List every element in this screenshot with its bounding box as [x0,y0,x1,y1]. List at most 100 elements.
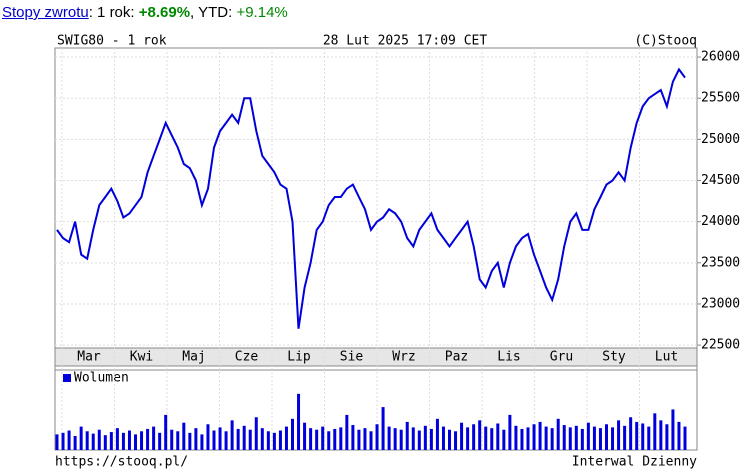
volume-bar [387,426,391,450]
volume-bar [472,424,476,450]
volume-bar [532,424,536,450]
volume-bar [423,425,427,450]
x-tick-label: Maj [182,350,205,365]
volume-bar [544,426,548,450]
y-tick-label: 23000 [701,296,740,311]
volume-bar [538,421,542,450]
volume-bar [176,431,180,450]
volume-bar [677,421,681,450]
volume-bar [568,427,572,450]
volume-bar [206,424,210,450]
volume-bar [490,428,494,450]
header: Stopy zwrotu: 1 rok: +8.69%, YTD: +9.14% [2,4,288,21]
volume-bar [429,428,433,450]
volume-bar [671,409,675,450]
ytd: +9.14% [236,4,288,21]
volume-bar [321,426,325,450]
x-tick-label: Mar [77,350,101,365]
volume-bar [683,426,687,450]
footer-interval: Interwal Dzienny [572,455,697,470]
volume-bar [109,432,113,450]
volume-bar [508,414,512,450]
volume-bar [381,407,385,450]
volume-bar [297,393,301,450]
y-tick-label: 24000 [701,214,740,229]
volume-bar [164,414,168,450]
volume-bar [556,418,560,450]
volume-bar [260,428,264,450]
y-tick-label: 23500 [701,255,740,270]
volume-bar [345,414,349,450]
volume-bar [448,429,451,450]
x-tick-label: Cze [235,350,259,365]
volume-bar [333,428,337,450]
volume-bar [73,435,77,450]
volume-bar [67,430,71,450]
volume-bar [284,426,288,450]
volume-bar [236,428,240,450]
volume-bar [580,428,584,450]
x-tick-label: Gru [550,350,573,365]
volume-bar [242,425,246,450]
volume-bar [152,426,156,450]
y-tick-label: 22500 [701,338,740,353]
volume-bar [182,422,186,450]
volume-bar [659,420,663,450]
volume-bar [441,426,445,450]
volume-bar [611,427,615,450]
return: +8.69% [138,4,191,21]
period: : 1 rok: [88,4,139,21]
volume-bar [79,426,83,450]
returns-link[interactable]: Stopy zwrotu [2,4,89,21]
frame [54,47,698,451]
x-tick-label: Kwi [130,350,153,365]
volume-bar [460,422,464,450]
volume-bar [127,430,131,450]
price-line [56,67,686,329]
volume-bar [629,417,633,450]
volume-bar [574,425,578,450]
volume-bar [146,428,150,450]
volume-legend: Wolumen [74,371,129,386]
volume-bar [454,431,458,450]
volume-bar [224,431,228,450]
volume-bar [170,429,174,450]
ytd-label: , YTD: [190,4,237,21]
volume-bar [665,424,669,450]
volume-bar [550,428,554,450]
volume-bar [230,420,234,450]
x-tick-label: Paz [445,350,468,365]
volume-bar [55,434,59,450]
volume-bar [393,428,397,450]
y-tick-label: 25000 [701,132,740,147]
volume-bar [248,429,252,450]
x-tick-label: Lut [655,350,678,365]
volume-bar [617,420,621,450]
volume-bar [592,426,596,450]
x-tick-label: Wrz [392,350,415,365]
volume-bar [520,428,524,450]
volume-bar [417,430,421,450]
source: (C)Stooq [634,34,697,49]
volume-bar [635,421,639,450]
volume-bar [411,427,415,450]
volume-bar [103,435,107,450]
volume-bar [598,428,602,450]
volume-bar [194,428,198,450]
volume-bar [291,418,294,450]
volume-bar [502,429,506,450]
footer-url: https://stooq.pl/ [55,455,188,470]
volume-bar [496,423,500,450]
y-tick-label: 24500 [701,173,740,188]
volume-bar [327,431,331,450]
volume-bar [140,431,144,450]
volume-bar [363,428,367,450]
volume-bar [212,430,216,450]
volume-bar [653,413,657,450]
x-tick-label: Sty [602,350,626,365]
volume-bar [339,427,343,450]
volume-bar [351,425,355,450]
y-tick-label: 25500 [701,91,740,106]
